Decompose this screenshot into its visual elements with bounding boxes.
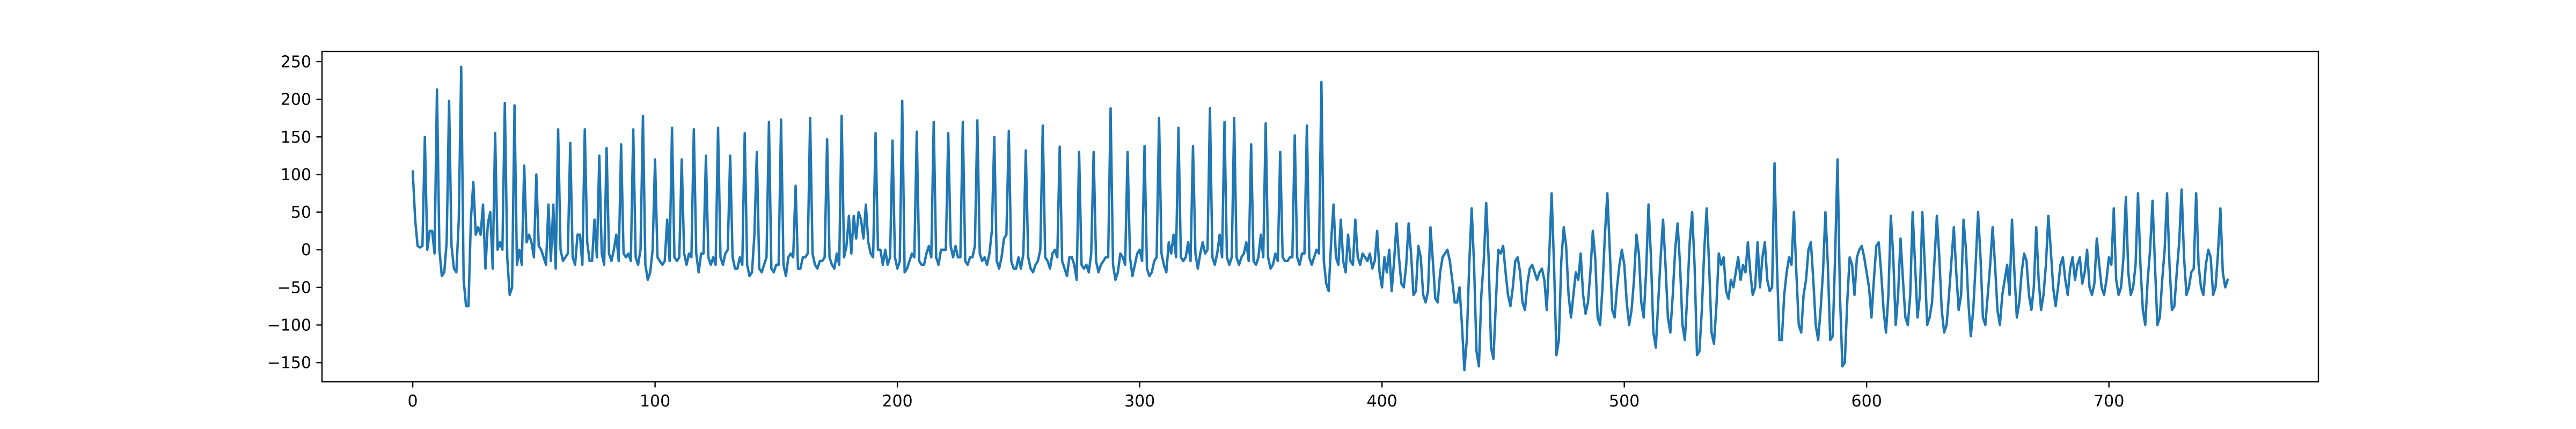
y-tick-label: 50 [291,203,311,222]
x-tick-label: 300 [1124,392,1155,411]
x-tick-label: 500 [1609,392,1640,411]
x-tick-label: 0 [408,392,418,411]
y-tick-label: 0 [301,241,311,260]
y-tick-label: 250 [281,53,311,71]
y-tick-label: 200 [281,91,311,109]
y-tick-label: 150 [281,128,311,147]
series-line-0 [411,65,2229,372]
plot-area [321,50,2319,383]
x-tick-label: 400 [1367,392,1397,411]
x-tick-label: 700 [2094,392,2124,411]
x-tick-label: 200 [882,392,912,411]
x-tick-label: 100 [640,392,670,411]
x-axis: 0 100 200 300 400 500 600 700 [408,382,2124,411]
y-axis: −150 −100 −50 0 50 100 150 200 250 [267,53,322,373]
series-layer [411,65,2229,372]
y-tick-label: −50 [277,278,311,297]
y-tick-label: −100 [267,316,311,335]
x-tick-label: 600 [1851,392,1882,411]
y-tick-label: 100 [281,166,311,184]
axes-frame [321,50,2319,383]
y-tick-label: −150 [267,354,311,373]
